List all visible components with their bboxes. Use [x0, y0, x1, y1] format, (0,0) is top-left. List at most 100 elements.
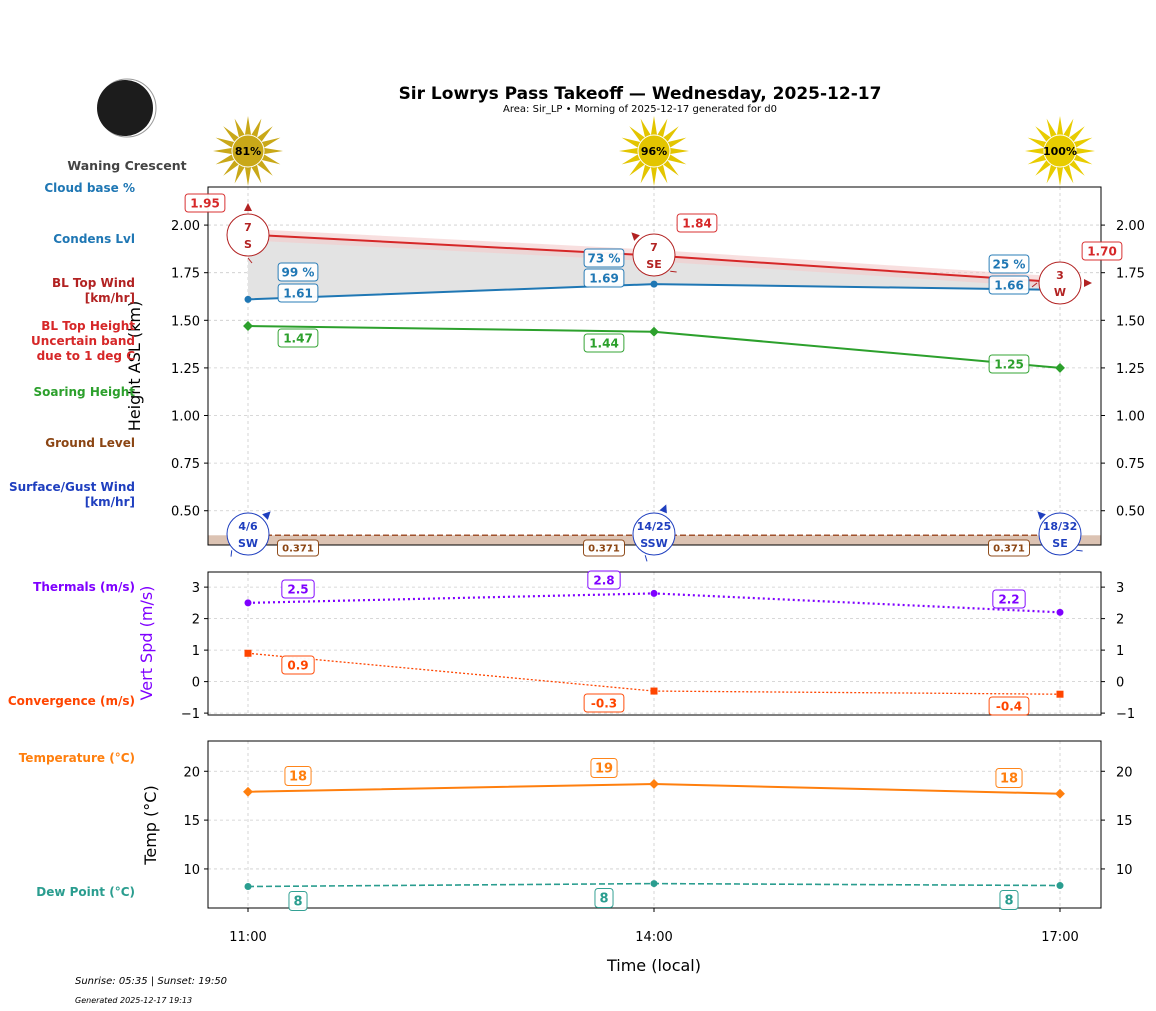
bl-top-wind-direction: W — [1054, 286, 1066, 299]
page-subtitle: Area: Sir_LP • Morning of 2025-12-17 gen… — [503, 104, 777, 115]
y-tick-label-right: 2.00 — [1116, 219, 1145, 234]
soaring-value: 1.25 — [994, 357, 1024, 371]
cloud-base-percent-box — [277, 262, 319, 282]
bl-top-wind-circle — [226, 213, 270, 257]
generated-timestamp: Generated 2025-12-17 19:13 — [75, 996, 192, 1005]
dewpoint-line-point — [244, 883, 252, 891]
condens-value-box — [583, 268, 625, 288]
moon-phase-label: Waning Crescent — [67, 158, 186, 173]
bl-top-wind-direction: SE — [646, 258, 661, 271]
convergence-line-point — [650, 687, 658, 695]
legend-label-thermals: Thermals (m/s) — [33, 580, 135, 594]
bl-top-wind-circle — [1038, 261, 1082, 305]
condens-value-box — [988, 275, 1030, 295]
wind-arrow-icon — [659, 504, 667, 514]
y-tick-label: 2 — [192, 613, 200, 628]
sun-percent: 100% — [1043, 145, 1077, 158]
temperature-value: 18 — [289, 770, 307, 785]
legend-label-soaring: Soaring Height — [34, 385, 136, 399]
sun-percent: 96% — [641, 145, 667, 158]
temperature-value-box — [995, 768, 1023, 788]
convergence-value-box — [583, 693, 625, 713]
sunrise-sunset: Sunrise: 05:35 | Sunset: 19:50 — [75, 976, 227, 987]
legend-label-bl-height: Uncertain band — [31, 334, 135, 348]
y-tick-label-right: 1.00 — [1116, 410, 1145, 425]
thermals-value-box — [587, 570, 621, 590]
soaring-value: 1.44 — [589, 336, 619, 350]
dewpoint-value: 8 — [1004, 894, 1013, 909]
dewpoint-value-box — [594, 888, 614, 908]
ground-value: 0.371 — [282, 544, 314, 555]
wind-tail — [1031, 282, 1038, 288]
legend-label-convergence: Convergence (m/s) — [8, 694, 135, 708]
y-tick-label: 2.00 — [171, 219, 200, 234]
y-axis-label: Vert Spd (m/s) — [137, 586, 156, 701]
y-tick-label: 15 — [183, 814, 200, 829]
surface-wind-circle — [1038, 512, 1082, 556]
soaring-line-point — [649, 326, 659, 337]
convergence-line-point — [244, 649, 252, 657]
bl-top-wind-speed: 7 — [650, 241, 658, 254]
bl-top-value-box — [184, 193, 226, 213]
soaring-value-box — [583, 333, 625, 353]
wind-arrow-icon — [262, 511, 271, 520]
y-tick-label-right: 15 — [1116, 814, 1133, 829]
ground-value-box — [277, 539, 319, 557]
dewpoint-value: 8 — [599, 892, 608, 907]
convergence-value-box — [988, 696, 1030, 716]
x-tick-label: 17:00 — [1041, 930, 1078, 945]
bl-top-wind-speed: 7 — [244, 221, 252, 234]
legend-label-condens: Condens Lvl — [53, 232, 135, 246]
convergence-line-point — [1056, 690, 1064, 698]
bl-top-value-box — [1081, 241, 1123, 261]
thermals-value-box — [992, 589, 1026, 609]
x-tick-label: 11:00 — [229, 930, 266, 945]
convergence-value-box — [281, 655, 315, 675]
dewpoint-line-point — [650, 880, 658, 888]
y-tick-label-right: 20 — [1116, 765, 1133, 780]
bl-top-value-box — [676, 213, 718, 233]
condens-value: 1.66 — [994, 278, 1024, 292]
y-tick-label: 1.25 — [171, 362, 200, 377]
legend-label-surface-wind: [km/hr] — [85, 495, 135, 509]
y-tick-label: 1.00 — [171, 410, 200, 425]
axes-frame — [207, 571, 1102, 716]
page-title: Sir Lowrys Pass Takeoff — Wednesday, 202… — [399, 84, 882, 104]
y-tick-label: 0.50 — [171, 505, 200, 520]
dewpoint-value-box — [999, 890, 1019, 910]
wind-tail — [1076, 549, 1083, 552]
x-tick-label: 14:00 — [635, 930, 672, 945]
thermals-line-point — [1056, 608, 1064, 616]
convergence-value: 0.9 — [287, 658, 308, 672]
wind-arrow-icon — [1037, 511, 1046, 520]
soaring-line-point — [243, 321, 253, 331]
y-tick-label-right: 2 — [1116, 613, 1124, 628]
convergence-value: -0.3 — [591, 696, 617, 710]
y-tick-label-right: 1.75 — [1116, 267, 1145, 282]
cloud-base-percent-box — [583, 248, 625, 268]
y-tick-label-right: 1 — [1116, 644, 1124, 659]
thermals-line-point — [244, 599, 252, 607]
temperature-line-point — [649, 779, 659, 789]
surface-wind-circle — [632, 512, 676, 556]
y-tick-label-right: 10 — [1116, 863, 1133, 878]
sun-percent: 81% — [235, 145, 261, 158]
y-tick-label: 0 — [192, 676, 200, 691]
sun-disc — [1043, 134, 1077, 168]
temperature-value: 18 — [1000, 772, 1018, 787]
soaring-value-box — [277, 328, 319, 348]
wind-tail — [230, 550, 233, 557]
bl-top-value: 1.95 — [190, 196, 220, 210]
wind-tail — [644, 555, 648, 562]
surface-wind-speed: 18/32 — [1043, 520, 1078, 533]
thermals-line-point — [650, 589, 658, 597]
dewpoint-value: 8 — [293, 895, 302, 910]
surface-wind-speed: 4/6 — [238, 520, 258, 533]
y-axis-label: Height ASL (km) — [125, 301, 144, 431]
wind-arrow-icon — [1084, 279, 1092, 287]
y-tick-label: 1.50 — [171, 314, 200, 329]
cloud-base-percent: 25 % — [993, 257, 1026, 271]
surface-wind-direction: SSW — [640, 537, 667, 550]
y-tick-label-right: 0 — [1116, 676, 1124, 691]
